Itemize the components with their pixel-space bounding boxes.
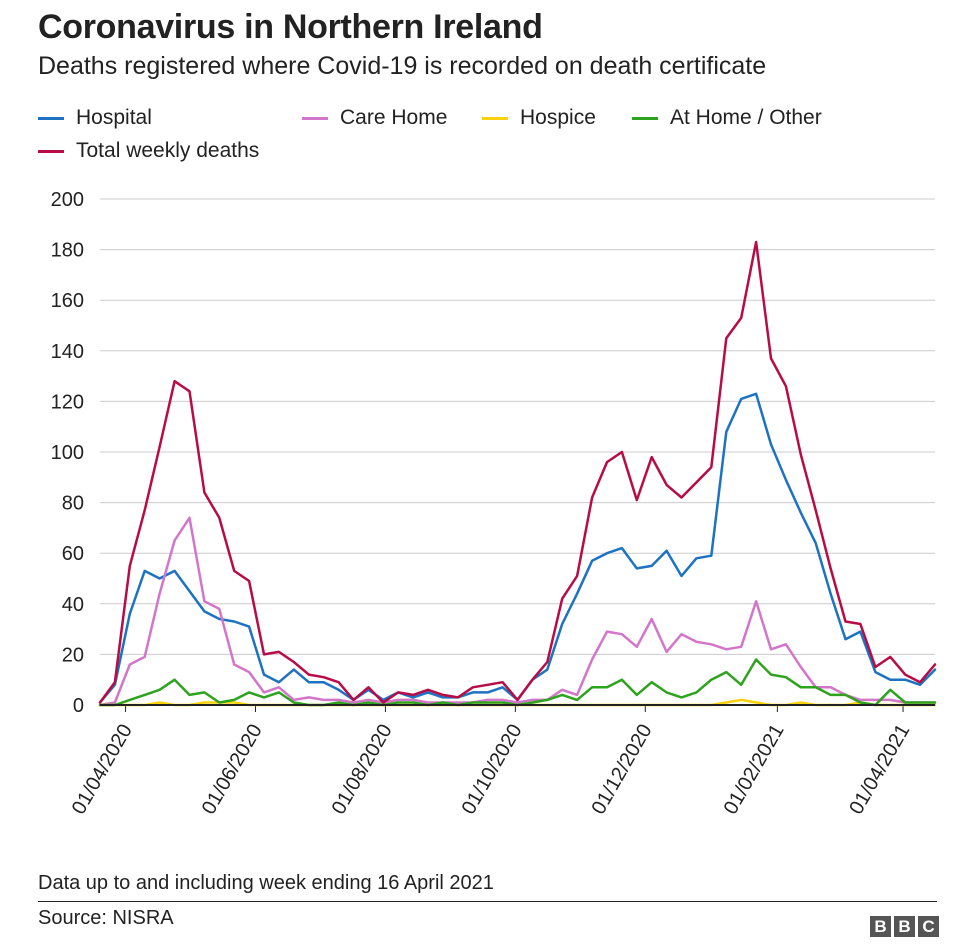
x-tick-label: 01/06/2020 bbox=[198, 721, 267, 819]
legend-item: Hospice bbox=[482, 106, 596, 130]
legend-label: At Home / Other bbox=[670, 106, 822, 129]
bbc-logo-letter: B bbox=[894, 916, 915, 937]
legend: Hospital Care Home Hospice At Home / Other T… bbox=[38, 106, 938, 166]
legend-item: Total weekly deaths bbox=[38, 139, 259, 163]
x-tick-label: 01/10/2020 bbox=[458, 721, 527, 819]
y-tick-label: 20 bbox=[62, 644, 84, 666]
legend-label: Total weekly deaths bbox=[76, 139, 260, 162]
series-line-total-weekly-deaths bbox=[98, 240, 937, 704]
legend-swatch bbox=[302, 116, 328, 120]
legend-label: Care Home bbox=[340, 106, 448, 129]
legend-item: Hospital bbox=[38, 106, 152, 130]
x-tick-label: 01/08/2020 bbox=[328, 721, 397, 819]
chart-title: Coronavirus in Northern Ireland bbox=[38, 8, 543, 46]
y-tick-label: 60 bbox=[62, 543, 84, 565]
x-tick-label: 01/04/2021 bbox=[845, 721, 914, 819]
y-tick-label: 100 bbox=[51, 442, 84, 464]
y-tick-label: 80 bbox=[62, 493, 84, 515]
legend-swatch bbox=[482, 116, 508, 120]
bbc-logo: B B C bbox=[870, 916, 939, 937]
bbc-logo-letter: C bbox=[918, 916, 939, 937]
legend-item: At Home / Other bbox=[632, 106, 822, 130]
legend-label: Hospice bbox=[520, 106, 596, 129]
x-tick-label: 01/02/2021 bbox=[720, 721, 789, 819]
y-tick-label: 40 bbox=[62, 594, 84, 616]
bbc-logo-letter: B bbox=[870, 916, 891, 937]
y-tick-label: 180 bbox=[51, 240, 84, 262]
y-tick-label: 160 bbox=[51, 290, 84, 312]
line-chart: 0 20 40 60 80 100 120 140 160 180 200 01/04/2020 01/… bbox=[51, 189, 937, 819]
y-tick-label: 0 bbox=[73, 695, 84, 717]
legend-swatch bbox=[38, 149, 64, 153]
series-line-hospital bbox=[98, 392, 937, 704]
y-tick-label: 200 bbox=[51, 189, 84, 211]
legend-label: Hospital bbox=[76, 106, 152, 129]
series-line-care-home bbox=[98, 516, 937, 707]
x-tick-label: 01/04/2020 bbox=[68, 721, 137, 819]
footer-divider bbox=[38, 901, 937, 902]
chart-subtitle: Deaths registered where Covid-19 is reco… bbox=[38, 52, 767, 80]
legend-swatch bbox=[632, 116, 658, 120]
legend-swatch bbox=[38, 116, 64, 120]
legend-item: Care Home bbox=[302, 106, 447, 130]
y-tick-label: 120 bbox=[51, 391, 84, 413]
footnote: Data up to and including week ending 16 … bbox=[38, 872, 494, 894]
x-tick-label: 01/12/2020 bbox=[588, 721, 657, 819]
source-note: Source: NISRA bbox=[38, 907, 174, 929]
y-tick-label: 140 bbox=[51, 341, 84, 363]
